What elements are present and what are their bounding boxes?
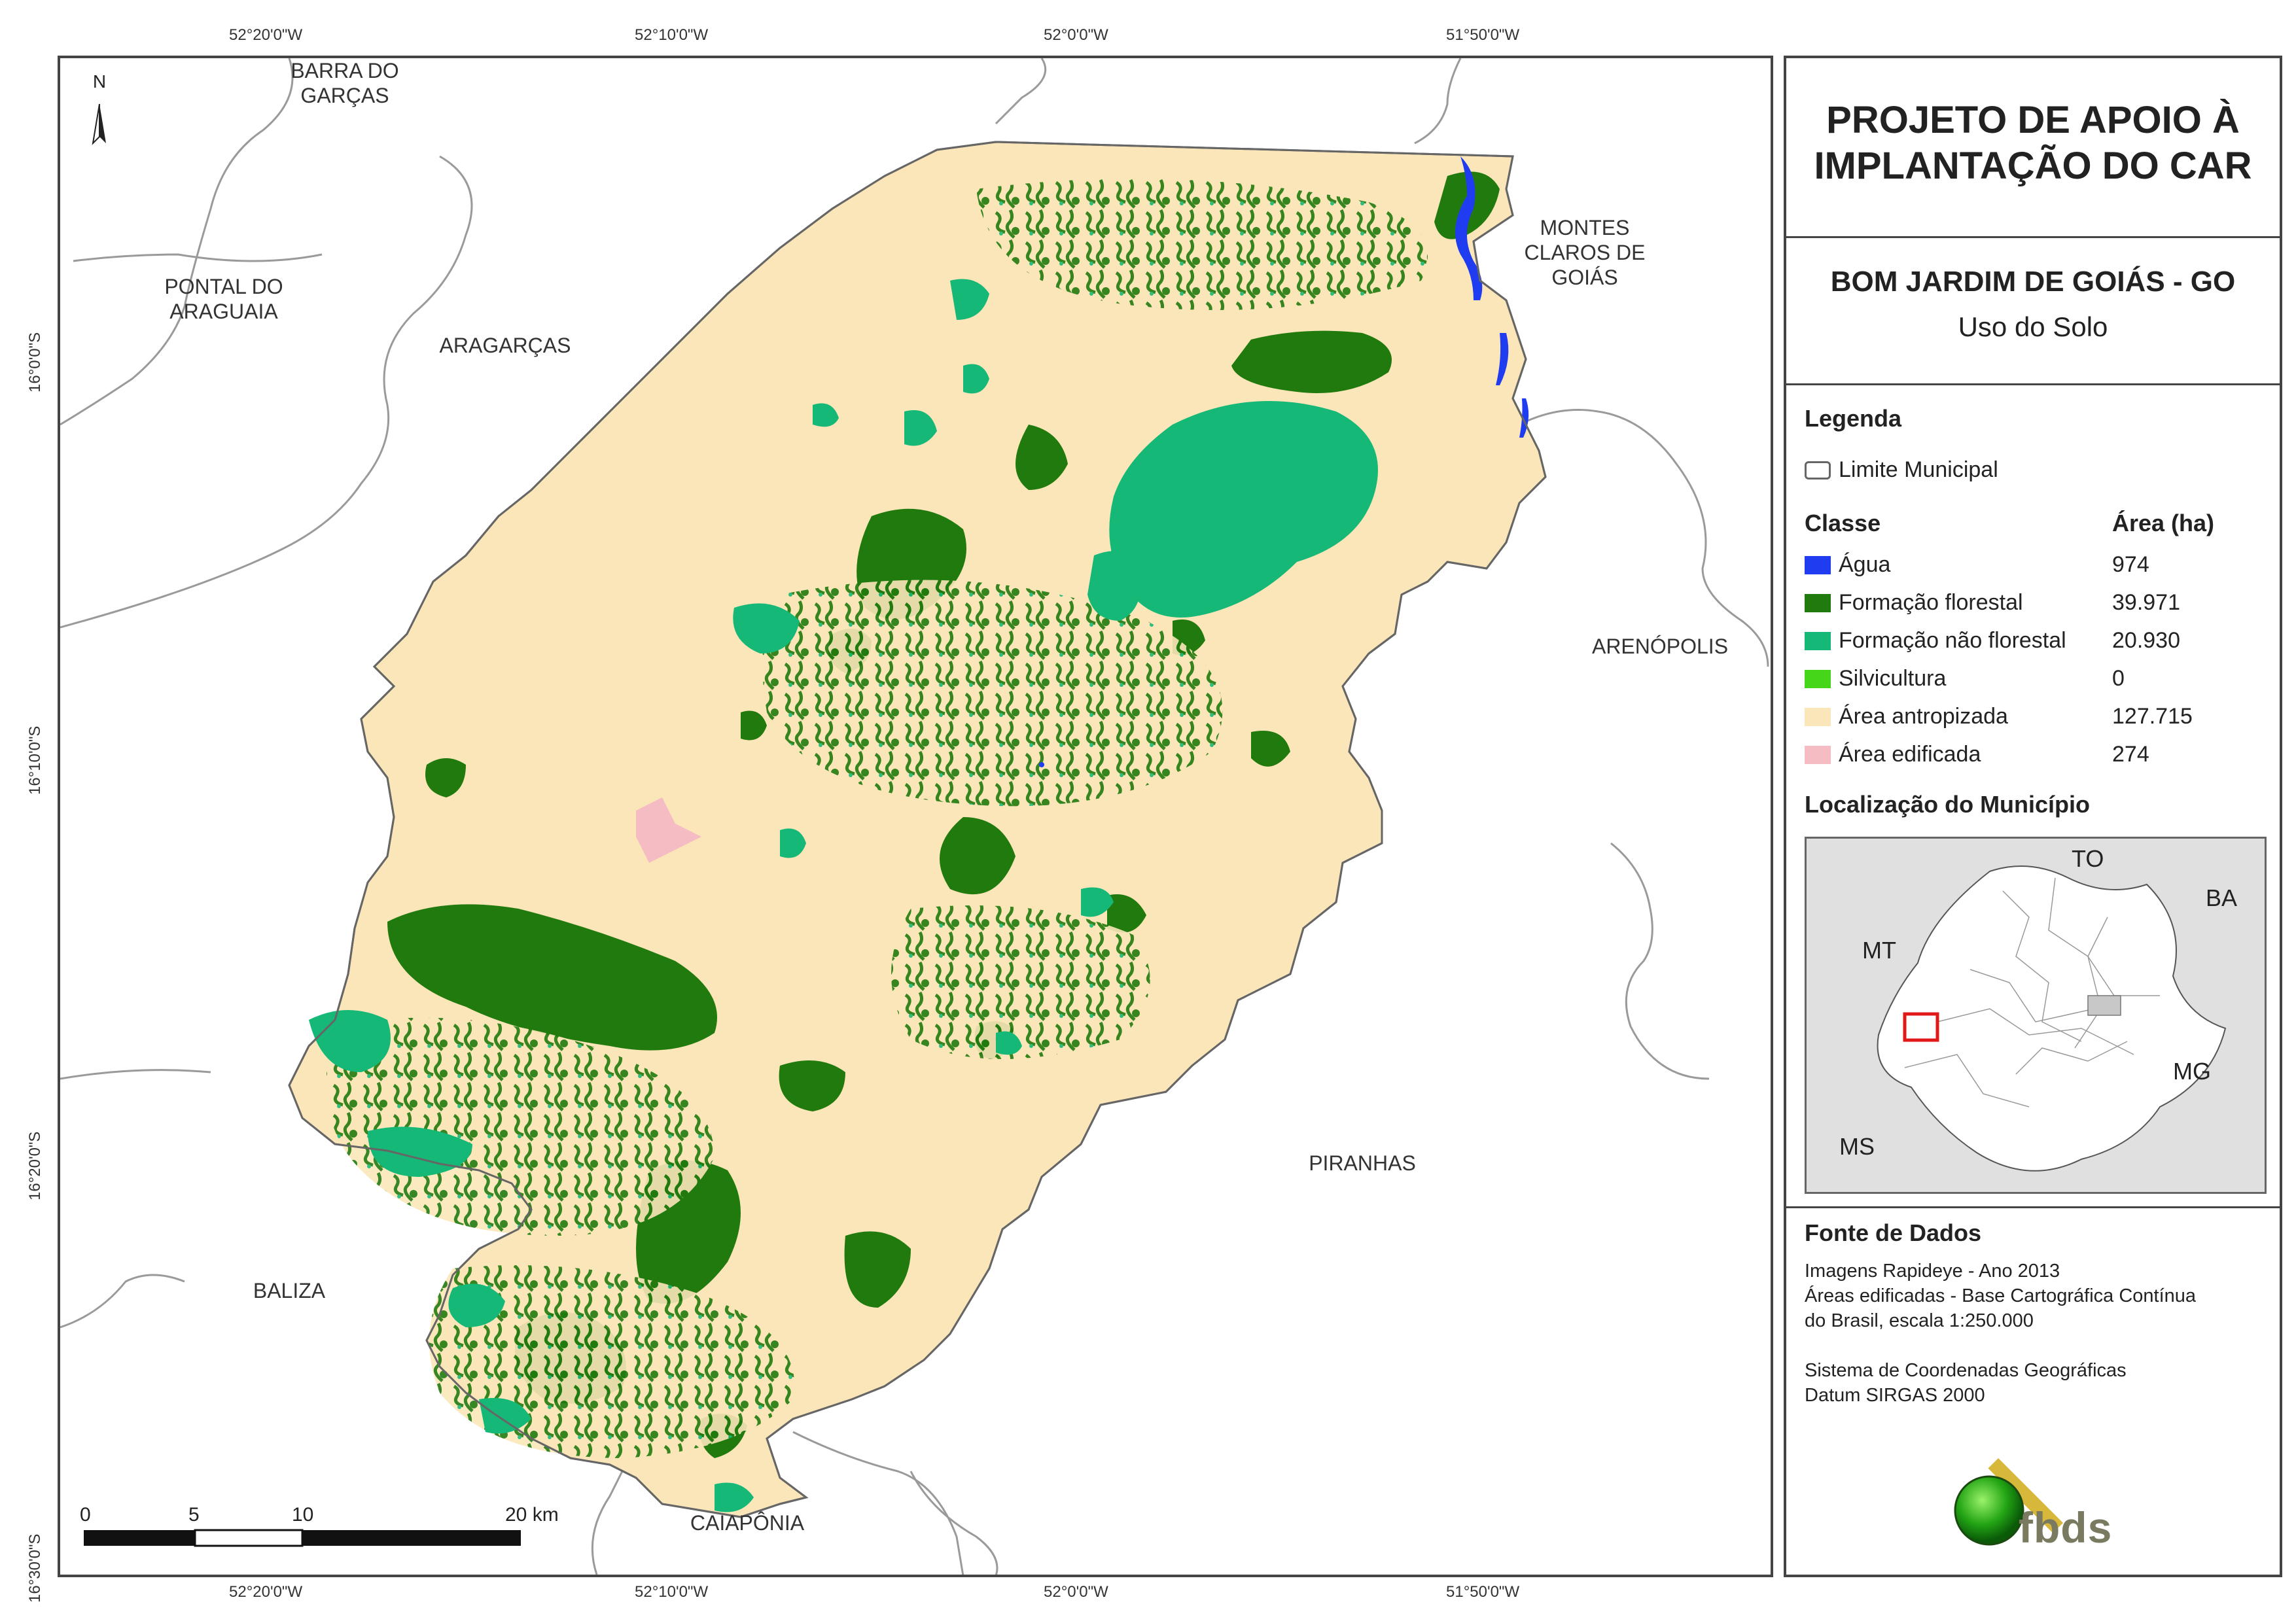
class-name: Formação florestal [1839,590,2023,615]
divider-sources [1786,1206,2280,1208]
coord-left-2: 16°10'0"S [26,725,44,795]
inset-label-to: TO [2072,845,2104,872]
north-label: N [92,71,107,92]
label-caiaponia: CAIAPÔNIA [690,1511,805,1535]
coord-left-4: 16°30'0"S [26,1533,44,1603]
class-swatch [1805,669,1831,688]
municipal-boundaries [60,58,1769,1575]
class-swatch [1805,593,1831,612]
coord-top-1: 52°20'0"W [229,26,303,44]
source-line: Datum SIRGAS 2000 [1805,1385,1985,1406]
municipality-outline [288,141,1547,1518]
map-frame[interactable]: N BARRA DO GARÇAS PONTAL DO ARAGUAIA ARA… [58,56,1773,1577]
map-canvas[interactable] [60,58,1771,1575]
legend-class-row: Silvicultura 0 [1805,666,2125,691]
class-name: Área edificada [1839,742,1981,767]
municipality-title: BOM JARDIM DE GOIÁS - GO [1830,266,2236,298]
limit-label: Limite Municipal [1839,457,1998,482]
logo-icon [1954,1458,2063,1546]
class-name: Área antropizada [1839,704,2008,729]
limit-swatch [1805,461,1831,480]
subtitle-section: BOM JARDIM DE GOIÁS - GO Uso do Solo [1786,238,2280,385]
logo-text: fbds [2019,1503,2113,1552]
side-panel: PROJETO DE APOIO À IMPLANTAÇÃO DO CAR BO… [1784,56,2282,1577]
source-heading: Fonte de Dados [1805,1219,1982,1246]
label-pontal-do-araguaia: PONTAL DO ARAGUAIA [164,275,283,323]
inset-label-ms: MS [1839,1133,1875,1160]
class-swatch [1805,745,1831,764]
title-section: PROJETO DE APOIO À IMPLANTAÇÃO DO CAR [1786,58,2280,238]
source-line: Imagens Rapideye - Ano 2013 [1805,1261,2060,1282]
urban-area [636,797,701,863]
project-title: PROJETO DE APOIO À IMPLANTAÇÃO DO CAR [1814,99,2252,187]
inset-label-mg: MG [2173,1058,2211,1085]
legend-limit: Limite Municipal [1805,457,1998,483]
location-marker [1903,1012,1939,1042]
location-inset: TO BA MT MG MS [1805,837,2267,1194]
source-line: Áreas edificadas - Base Cartográfica Con… [1805,1285,2197,1306]
coord-left-3: 16°20'0"S [26,1131,44,1200]
coord-bottom-1: 52°20'0"W [229,1583,303,1601]
inset-label-mt: MT [1862,937,1896,964]
legend-heading: Legenda [1805,405,1902,432]
class-heading: Classe [1805,510,1881,536]
scale-5: 5 [188,1504,200,1526]
class-swatch [1805,707,1831,726]
fbds-logo: fbds [1943,1432,2140,1552]
class-name: Formação não florestal [1839,628,2066,653]
label-aragarcas: ARAGARÇAS [439,334,571,357]
class-swatch [1805,555,1831,574]
class-swatch [1805,631,1831,650]
class-area: 39.971 [2112,590,2180,615]
legend-class-row: Formação não florestal 20.930 [1805,628,2180,654]
label-baliza: BALIZA [253,1279,326,1302]
location-heading: Localização do Município [1805,791,2091,818]
class-name: Água [1839,552,1891,577]
inset-map [1877,865,2227,1172]
north-arrow-icon [92,103,106,145]
class-area: 127.715 [2112,704,2193,729]
area-heading: Área (ha) [2112,510,2215,536]
label-piranhas: PIRANHAS [1309,1151,1416,1175]
class-area: 974 [2112,552,2149,577]
legend-class-row: Formação florestal 39.971 [1805,590,2180,616]
source-text: Imagens Rapideye - Ano 2013 Áreas edifica… [1805,1259,2196,1408]
legend-class-row: Área antropizada 127.715 [1805,704,2193,729]
label-montes-claros: MONTES CLAROS DE GOIÁS [1524,216,1646,289]
class-area: 274 [2112,742,2149,767]
class-area: 0 [2112,666,2125,691]
label-arenopolis: ARENÓPOLIS [1591,635,1729,658]
theme-title: Uso do Solo [1958,311,2108,342]
scale-20: 20 km [505,1504,559,1526]
legend-class-row: Água 974 [1805,552,2149,578]
scale-bar [84,1529,521,1547]
source-line [1805,1333,2196,1358]
coord-top-3: 52°0'0"W [1044,26,1108,44]
water-bodies [658,156,1529,841]
label-barra-do-garcas: BARRA DO GARÇAS [291,59,399,107]
source-line: Sistema de Coordenadas Geográficas [1805,1360,2127,1381]
scale-10: 10 [292,1504,314,1526]
coord-top-2: 52°10'0"W [635,26,709,44]
inset-label-ba: BA [2206,884,2238,911]
source-line: do Brasil, escala 1:250.000 [1805,1310,2034,1331]
coord-top-4: 51°50'0"W [1446,26,1520,44]
coord-left-1: 16°0'0"S [26,332,44,393]
coord-bottom-3: 52°0'0"W [1044,1583,1108,1601]
class-name: Silvicultura [1839,666,1947,691]
class-area: 20.930 [2112,628,2180,653]
scale-0: 0 [80,1504,91,1526]
coord-bottom-2: 52°10'0"W [635,1583,709,1601]
coord-bottom-4: 51°50'0"W [1446,1583,1520,1601]
legend-class-row: Área edificada 274 [1805,742,2149,767]
